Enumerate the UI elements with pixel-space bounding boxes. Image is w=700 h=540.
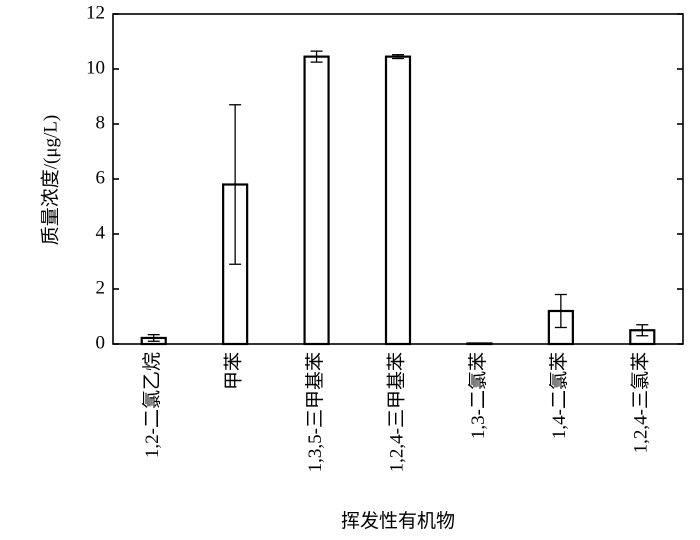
bar xyxy=(303,55,330,346)
x-tick-label: 1,3,5-三甲基苯 xyxy=(304,352,326,472)
x-tick-label: 1,4-二氯苯 xyxy=(548,352,570,439)
x-tick-label: 1,3-二氯苯 xyxy=(467,352,489,439)
x-tick-label: 1,2,4-三氯苯 xyxy=(630,352,652,453)
x-axis-label: 挥发性有机物 xyxy=(341,510,455,532)
y-tick-label: 12 xyxy=(86,2,105,23)
y-tick-label: 10 xyxy=(86,57,105,78)
y-tick-label: 2 xyxy=(96,277,106,298)
y-tick-label: 8 xyxy=(96,112,106,133)
y-axis-label: 质量浓度/(μg/L) xyxy=(39,115,61,246)
x-tick-label: 1,2,4-三甲基苯 xyxy=(385,352,407,472)
y-tick-label: 0 xyxy=(96,332,106,353)
x-tick-label: 1,2-二氯乙烷 xyxy=(141,352,163,458)
y-tick-label: 6 xyxy=(96,167,106,188)
bar xyxy=(384,55,412,346)
y-tick-label: 4 xyxy=(96,222,106,243)
x-tick-label: 甲苯 xyxy=(223,352,245,390)
